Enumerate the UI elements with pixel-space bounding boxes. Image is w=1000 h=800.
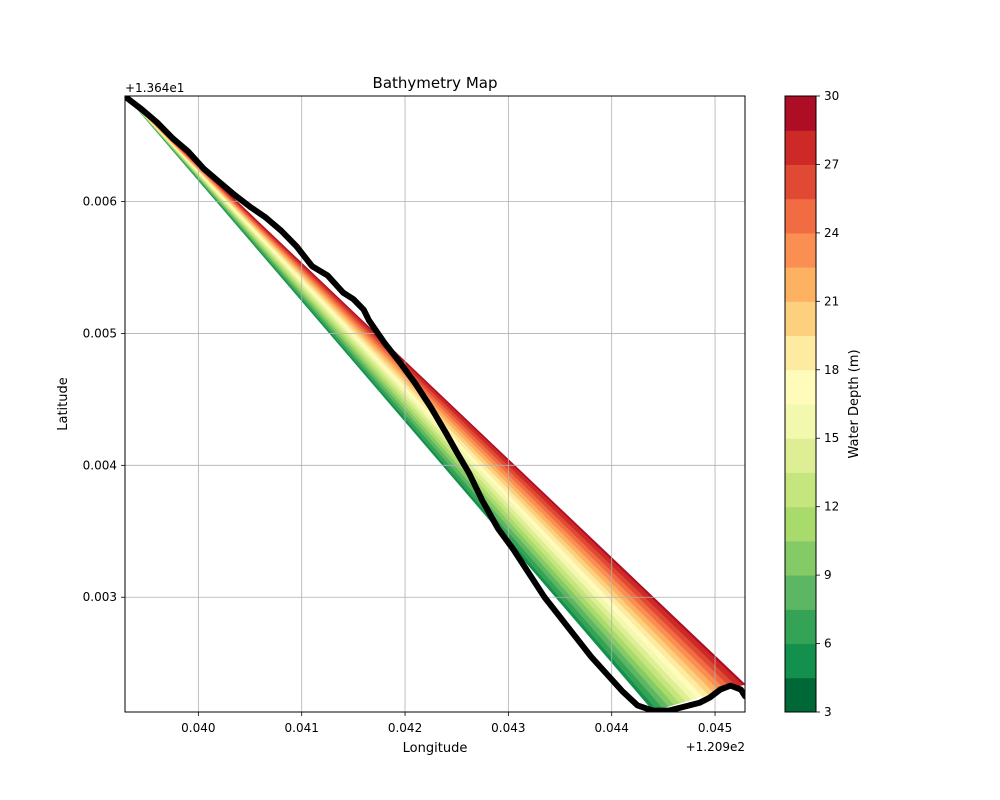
colorbar-band	[785, 609, 816, 645]
colorbar-band	[785, 130, 816, 165]
colorbar-band	[785, 643, 816, 679]
chart-title: Bathymetry Map	[373, 74, 498, 92]
colorbar-tick-label: 15	[824, 431, 839, 445]
depth-contours	[125, 96, 745, 712]
colorbar-band	[785, 164, 816, 200]
grid-lines	[125, 96, 745, 712]
colorbar-ticks: 3 6 9 12 15 18 21 24 27 30	[816, 89, 839, 719]
colorbar-tick-label: 21	[824, 294, 839, 308]
y-axis-ticks: 0.003 0.004 0.005 0.006	[83, 195, 125, 604]
colorbar-band	[785, 677, 816, 713]
colorbar-band	[785, 540, 816, 576]
colorbar-tick-label: 30	[824, 89, 839, 103]
x-axis-label: Longitude	[403, 741, 468, 756]
colorbar-band	[785, 267, 816, 302]
x-tick-label: 0.045	[698, 721, 732, 735]
y-tick-label: 0.003	[83, 590, 117, 604]
colorbar-band	[785, 301, 816, 337]
colorbar-frame	[784, 95, 817, 713]
x-tick-label: 0.041	[285, 721, 319, 735]
y-offset-label: +1.364e1	[125, 81, 184, 95]
y-axis-label: Latitude	[56, 377, 71, 431]
x-offset-label: +1.209e2	[686, 740, 745, 754]
y-tick-label: 0.006	[83, 195, 117, 209]
colorbar-band	[785, 335, 816, 371]
colorbar-band	[785, 404, 816, 439]
colorbar-band	[785, 506, 816, 542]
colorbar-band	[785, 438, 816, 473]
x-tick-label: 0.042	[388, 721, 422, 735]
colorbar-band	[785, 369, 816, 405]
colorbar-band	[785, 472, 816, 508]
x-tick-label: 0.043	[491, 721, 525, 735]
depth-band	[125, 96, 745, 686]
x-tick-label: 0.040	[181, 721, 215, 735]
colorbar-tick-label: 27	[824, 157, 839, 171]
colorbar-tick-label: 6	[824, 637, 832, 651]
colorbar-label: Water Depth (m)	[847, 349, 862, 458]
y-tick-label: 0.005	[83, 326, 117, 340]
colorbar-tick-label: 24	[824, 226, 839, 240]
colorbar-band	[785, 232, 816, 268]
colorbar	[785, 96, 816, 713]
track-line	[125, 96, 745, 712]
colorbar-tick-label: 3	[824, 705, 832, 719]
colorbar-tick-label: 12	[824, 500, 839, 514]
x-tick-label: 0.044	[595, 721, 629, 735]
colorbar-band	[785, 198, 816, 234]
plot-frame	[124, 95, 746, 713]
colorbar-band	[785, 575, 816, 610]
track-path	[125, 96, 745, 712]
colorbar-tick-label: 9	[824, 568, 832, 582]
colorbar-tick-label: 18	[824, 363, 839, 377]
x-axis-ticks: 0.040 0.041 0.042 0.043 0.044 0.045	[181, 712, 732, 735]
y-tick-label: 0.004	[83, 458, 117, 472]
colorbar-band	[785, 96, 816, 131]
